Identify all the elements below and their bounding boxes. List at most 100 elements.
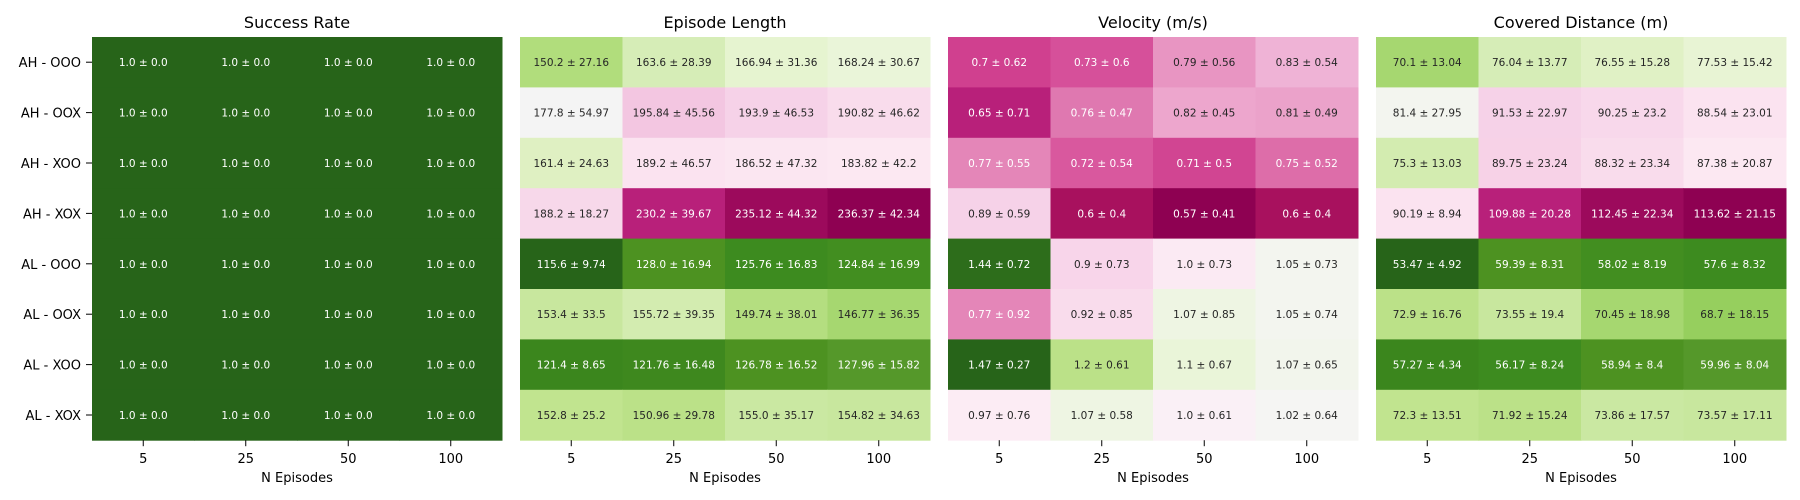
heatmap-cell: [827, 137, 931, 189]
row-label: AL - OOO: [21, 258, 81, 273]
cell-value-label: 152.8 ± 25.2: [537, 410, 606, 422]
cell-value-label: 186.52 ± 47.32: [735, 158, 817, 170]
heatmap-cell: [1376, 289, 1479, 340]
cell-value-label: 1.0 ± 0.0: [324, 360, 373, 372]
heatmap-cell: [1683, 188, 1787, 240]
heatmap-cell: [194, 87, 298, 139]
cell-value-label: 188.2 ± 18.27: [533, 208, 609, 220]
cell-value-label: 1.0 ± 0.0: [324, 208, 373, 220]
cell-value-label: 230.2 ± 39.67: [636, 208, 712, 220]
heatmap-cell: [948, 87, 1051, 139]
cell-value-label: 1.2 ± 0.61: [1074, 360, 1130, 372]
x-tick-label: 25: [1093, 452, 1110, 467]
cell-value-label: 163.6 ± 28.39: [636, 57, 712, 69]
heatmap-cell: [520, 37, 623, 88]
cell-value-label: 1.0 ± 0.0: [221, 108, 270, 120]
heatmap-cell: [297, 137, 400, 189]
x-axis-label: N Episodes: [261, 471, 333, 486]
cell-value-label: 166.94 ± 31.36: [735, 57, 818, 69]
cell-value-label: 1.07 ± 0.58: [1071, 410, 1133, 422]
heatmap-cell: [1255, 339, 1359, 391]
heatmap-cell: [399, 339, 503, 391]
panel-title: Velocity (m/s): [1098, 13, 1208, 32]
cell-value-label: 0.77 ± 0.55: [968, 158, 1030, 170]
cell-value-label: 57.27 ± 4.34: [1393, 360, 1462, 372]
heatmap-cell: [1683, 238, 1787, 290]
heatmap-cell: [1478, 37, 1582, 88]
cell-value-label: 1.0 ± 0.0: [426, 410, 475, 422]
heatmap-cell: [1581, 188, 1684, 240]
heatmap-cell: [622, 238, 726, 290]
cell-value-label: 177.8 ± 54.97: [533, 108, 609, 120]
cell-value-label: 1.47 ± 0.27: [968, 360, 1030, 372]
cell-value-label: 1.0 ± 0.0: [119, 158, 168, 170]
cell-value-label: 0.73 ± 0.6: [1074, 57, 1130, 69]
cell-value-label: 1.0 ± 0.0: [119, 360, 168, 372]
cell-value-label: 73.57 ± 17.11: [1697, 410, 1773, 422]
heatmap-cell: [520, 188, 623, 240]
heatmap-cell: [827, 188, 931, 240]
cell-value-label: 1.0 ± 0.0: [426, 108, 475, 120]
cell-value-label: 90.25 ± 23.2: [1598, 108, 1667, 120]
heatmap-cell: [399, 289, 503, 340]
heatmap-cell: [399, 238, 503, 290]
heatmap-cell: [1376, 37, 1479, 88]
row-label: AH - XOO: [21, 157, 81, 172]
cell-value-label: 1.0 ± 0.0: [221, 309, 270, 321]
heatmap-cell: [948, 389, 1051, 441]
heatmap-cell: [827, 37, 931, 88]
heatmap-cell: [1153, 37, 1256, 88]
heatmap-cell: [92, 339, 195, 391]
heatmap-cell: [1255, 389, 1359, 441]
cell-value-label: 1.0 ± 0.0: [119, 259, 168, 271]
x-tick-label: 25: [665, 452, 682, 467]
cell-value-label: 115.6 ± 9.74: [537, 259, 606, 271]
heatmap-panel-1: Success Rate 1.0 ± 0.0 1.0 ± 0.0 1.0 ± 0.0 1…: [92, 13, 503, 486]
heatmap-cell: [725, 37, 828, 88]
cell-value-label: 112.45 ± 22.34: [1591, 208, 1674, 220]
heatmap-cell: [622, 389, 726, 441]
heatmap-cell: [1478, 289, 1582, 340]
heatmap-cell: [1050, 339, 1154, 391]
cell-value-label: 89.75 ± 23.24: [1492, 158, 1568, 170]
cell-value-label: 1.0 ± 0.0: [221, 259, 270, 271]
cell-value-label: 0.7 ± 0.62: [971, 57, 1027, 69]
cell-value-label: 0.72 ± 0.54: [1071, 158, 1134, 170]
cell-value-label: 70.1 ± 13.04: [1393, 57, 1462, 69]
cell-value-label: 1.07 ± 0.85: [1173, 309, 1235, 321]
x-tick-label: 50: [768, 452, 785, 467]
x-tick-label: 5: [995, 452, 1003, 467]
heatmap-cell: [1376, 339, 1479, 391]
heatmap-cell: [827, 339, 931, 391]
heatmap-cell: [297, 238, 400, 290]
cell-value-label: 195.84 ± 45.56: [633, 108, 716, 120]
cell-value-label: 1.0 ± 0.0: [324, 309, 373, 321]
cell-value-label: 1.0 ± 0.0: [119, 410, 168, 422]
heatmap-cell: [1581, 289, 1684, 340]
cell-value-label: 56.17 ± 8.24: [1495, 360, 1564, 372]
cell-value-label: 1.07 ± 0.65: [1276, 360, 1338, 372]
heatmap-cell: [1153, 188, 1256, 240]
heatmap-cell: [297, 289, 400, 340]
heatmap-cell: [725, 238, 828, 290]
heatmap-cell: [948, 188, 1051, 240]
cell-value-label: 1.0 ± 0.0: [324, 108, 373, 120]
heatmap-cell: [622, 188, 726, 240]
heatmap-cell: [1376, 389, 1479, 441]
heatmap-cell: [520, 87, 623, 139]
cell-value-label: 1.0 ± 0.0: [426, 158, 475, 170]
cell-value-label: 53.47 ± 4.92: [1393, 259, 1462, 271]
cell-value-label: 150.2 ± 27.16: [533, 57, 609, 69]
cell-value-label: 127.96 ± 15.82: [838, 360, 920, 372]
heatmap-cell: [1478, 389, 1582, 441]
cell-value-label: 1.0 ± 0.73: [1176, 259, 1232, 271]
cell-value-label: 1.05 ± 0.73: [1276, 259, 1338, 271]
cell-value-label: 57.6 ± 8.32: [1704, 259, 1766, 271]
x-axis-label: N Episodes: [689, 471, 761, 486]
heatmap-cell: [1153, 137, 1256, 189]
row-label: AL - XOX: [26, 409, 82, 424]
cell-value-label: 235.12 ± 44.32: [735, 208, 817, 220]
heatmap-cell: [399, 137, 503, 189]
heatmap-cell: [520, 289, 623, 340]
heatmap-cell: [1581, 238, 1684, 290]
